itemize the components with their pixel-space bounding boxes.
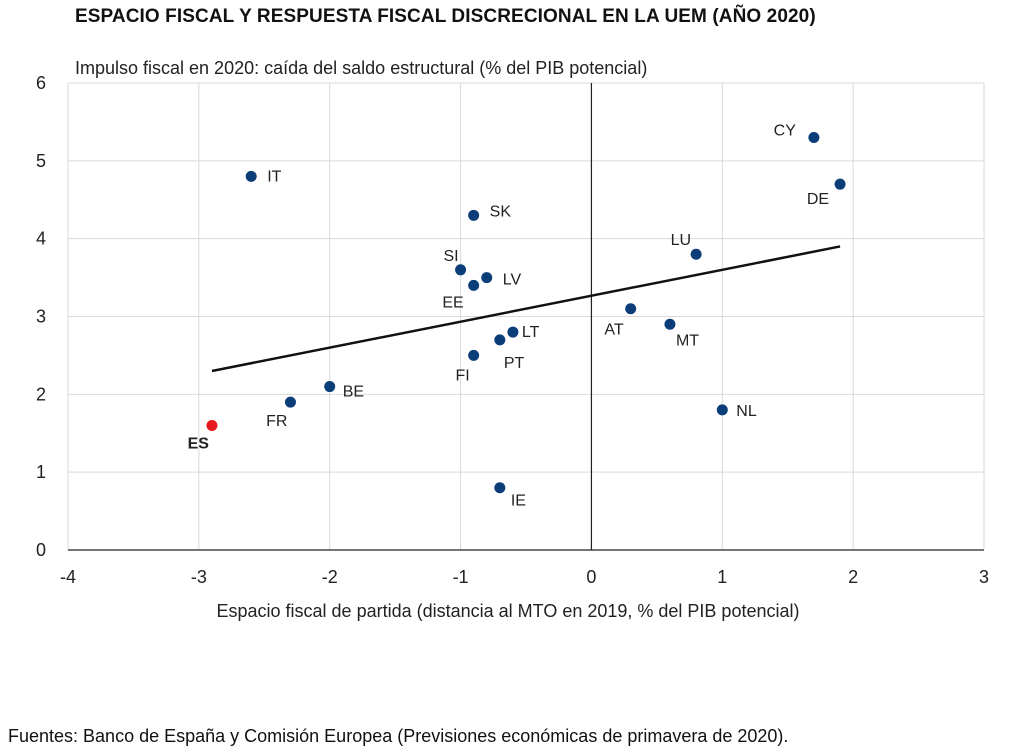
point-label-es: ES xyxy=(188,435,210,452)
x-tick-label: -3 xyxy=(191,567,207,587)
x-tick-label: -2 xyxy=(322,567,338,587)
point-label-it: IT xyxy=(267,168,281,185)
y-tick-label: 1 xyxy=(36,462,46,482)
point-label-nl: NL xyxy=(736,403,757,420)
source-note: Fuentes: Banco de España y Comisión Euro… xyxy=(8,726,789,746)
x-tick-label: 1 xyxy=(717,567,727,587)
y-tick-label: 6 xyxy=(36,73,46,93)
data-point-sk xyxy=(468,209,480,221)
scatter-chart: -4 -3 -2 -1 0 1 2 3 0 1 2 3 4 5 6 CY DE IT SK LU SI LV EE AT M… xyxy=(36,58,989,621)
data-point-cy xyxy=(808,131,820,143)
x-axis-label: Espacio fiscal de partida (distancia al … xyxy=(217,601,800,621)
x-tick-label: -4 xyxy=(60,567,76,587)
y-tick-label: 5 xyxy=(36,151,46,171)
point-label-lt: LT xyxy=(522,324,540,341)
point-label-ee: EE xyxy=(442,294,463,311)
y-axis-label: Impulso fiscal en 2020: caída del saldo … xyxy=(75,58,647,78)
data-point-it xyxy=(245,170,257,182)
data-point-ie xyxy=(494,482,506,494)
point-label-ie: IE xyxy=(511,493,526,510)
y-tick-label: 3 xyxy=(36,307,46,327)
point-label-cy: CY xyxy=(774,122,797,139)
data-point-lt xyxy=(507,326,519,338)
data-point-be xyxy=(324,381,336,393)
point-label-lu: LU xyxy=(671,232,691,249)
x-tick-label: -1 xyxy=(453,567,469,587)
data-points: CY DE IT SK LU SI LV EE AT MT LT PT FI BE FR NL ES IE xyxy=(188,122,846,510)
data-point-fi xyxy=(468,349,480,361)
data-point-lu xyxy=(690,248,702,260)
y-tick-label: 2 xyxy=(36,384,46,404)
data-point-nl xyxy=(716,404,728,416)
data-point-fr xyxy=(284,396,296,408)
x-tick-label: 2 xyxy=(848,567,858,587)
point-label-at: AT xyxy=(604,322,623,339)
data-point-mt xyxy=(664,318,676,330)
data-point-es xyxy=(206,419,218,431)
point-label-si: SI xyxy=(443,248,458,265)
y-tick-label: 0 xyxy=(36,540,46,560)
x-tick-label: 0 xyxy=(586,567,596,587)
point-label-de: DE xyxy=(807,191,829,208)
data-point-ee xyxy=(468,279,480,291)
chart-title: ESPACIO FISCAL Y RESPUESTA FISCAL DISCRE… xyxy=(75,6,816,27)
point-label-mt: MT xyxy=(676,332,699,349)
data-point-si xyxy=(455,264,467,276)
point-label-pt: PT xyxy=(504,355,525,372)
y-tick-labels: 0 1 2 3 4 5 6 xyxy=(36,73,46,560)
data-point-at xyxy=(625,303,637,315)
gridlines xyxy=(67,82,985,550)
data-point-de xyxy=(834,178,846,190)
trend-line xyxy=(211,245,841,373)
y-tick-label: 4 xyxy=(36,229,46,249)
point-label-sk: SK xyxy=(490,203,512,220)
point-label-lv: LV xyxy=(503,272,522,289)
data-point-pt xyxy=(494,334,506,346)
point-label-fi: FI xyxy=(455,367,469,384)
x-tick-label: 3 xyxy=(979,567,989,587)
point-label-fr: FR xyxy=(266,413,287,430)
data-point-lv xyxy=(481,272,493,284)
x-tick-labels: -4 -3 -2 -1 0 1 2 3 xyxy=(60,567,989,587)
point-label-be: BE xyxy=(343,384,364,401)
